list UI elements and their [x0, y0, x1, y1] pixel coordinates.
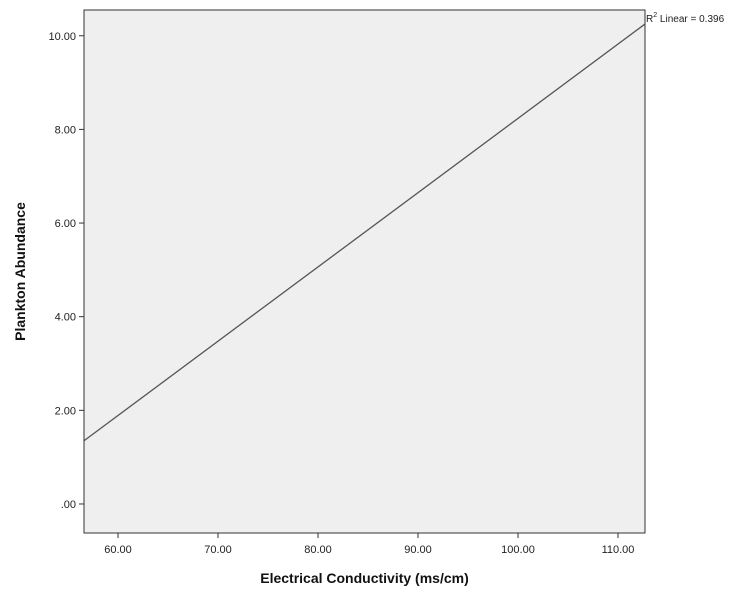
- series-layer: [83, 23, 646, 442]
- fit-line: [83, 23, 646, 442]
- x-tick-label: 90.00: [404, 544, 432, 556]
- x-tick-label: 70.00: [204, 544, 232, 556]
- x-tick-label: 100.00: [501, 544, 535, 556]
- x-tick-label: 60.00: [104, 544, 132, 556]
- fit-annotation: R2 Linear = 0.396: [646, 12, 725, 25]
- fit-annotation-text: Linear = 0.396: [657, 14, 724, 25]
- x-axis-title: Electrical Conductivity (ms/cm): [260, 570, 469, 586]
- y-axis-title: Plankton Abundance: [12, 202, 28, 341]
- y-tick-label: 4.00: [55, 312, 76, 324]
- x-tick-label: 110.00: [602, 544, 635, 556]
- fit-annotation-prefix: R: [646, 14, 653, 25]
- x-axis: 60.00 70.00 80.00 90.00 100.00 110.00: [104, 533, 634, 556]
- y-tick-label: 8.00: [55, 124, 76, 136]
- plot-frame: [83, 9, 646, 534]
- y-tick-label: 6.00: [55, 218, 76, 230]
- plot-area: [84, 10, 645, 533]
- fit-annotation-superscript: 2: [653, 12, 657, 19]
- y-tick-label: 2.00: [55, 405, 76, 417]
- y-axis: .00 2.00 4.00 6.00 8.00 10.00: [48, 31, 84, 511]
- y-tick-label: 10.00: [48, 31, 76, 43]
- y-tick-label: .00: [61, 499, 76, 511]
- x-tick-label: 80.00: [304, 544, 332, 556]
